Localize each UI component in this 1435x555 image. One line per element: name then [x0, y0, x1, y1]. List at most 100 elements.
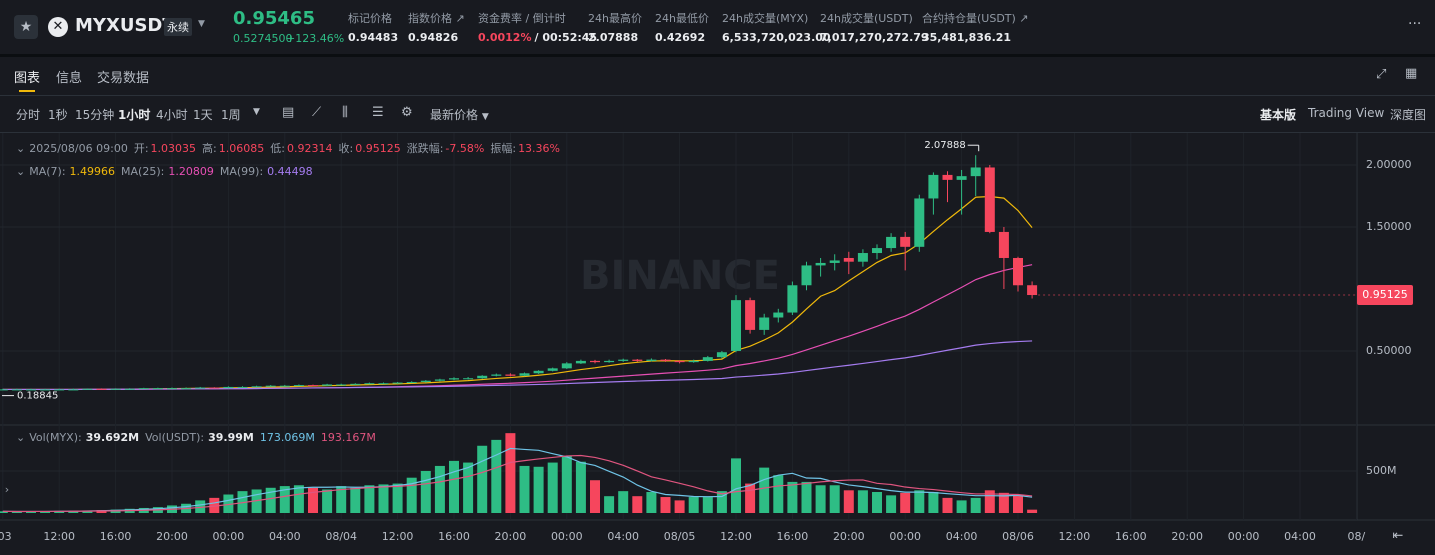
tab-bar: 图表 信息 交易数据 ⤢ ▦	[0, 57, 1435, 96]
vol-value: 39.99M	[208, 431, 254, 444]
stat-number: 0.94826	[408, 31, 459, 44]
candle-body	[279, 385, 290, 387]
stat-label: 24h最低价	[655, 12, 709, 25]
volume-bar	[928, 491, 939, 513]
candle-body	[293, 385, 304, 387]
candle-body	[1027, 285, 1038, 296]
fullscreen-icon[interactable]: ⤢	[1376, 67, 1387, 82]
volume-bar	[787, 481, 798, 513]
view-option[interactable]: 基本版	[1260, 108, 1297, 122]
ohlc-label: 高:	[202, 142, 217, 155]
candle-body	[928, 174, 939, 199]
more-button[interactable]: ···	[1408, 16, 1422, 32]
interval[interactable]: 1天	[193, 108, 213, 122]
volume-bar	[886, 495, 897, 513]
candle-body	[829, 260, 840, 263]
vol-info: ⌄ Vol(MYX): 39.692M Vol(USDT): 39.99M 173.069…	[16, 431, 382, 444]
price-mode[interactable]: 最新价格 ▼	[430, 106, 489, 123]
interval[interactable]: 4小时	[156, 108, 188, 122]
volume-bar	[0, 511, 8, 513]
view-option[interactable]: Trading View	[1308, 106, 1385, 120]
candle-type-icon[interactable]: ⫼	[342, 105, 348, 120]
ohlc-info: ⌄ 2025/08/06 09:00 开: 1.03035 高: 1.06085 低: 0.9…	[16, 140, 566, 156]
candle-body	[716, 352, 727, 358]
volume-bar	[688, 497, 699, 513]
volume-bar	[773, 475, 784, 513]
candle-body	[914, 198, 925, 247]
tab[interactable]: 图表	[14, 71, 41, 86]
view-option[interactable]: 深度图	[1390, 108, 1427, 122]
candle-body	[533, 370, 544, 374]
vol-label: Vol(USDT):	[145, 431, 205, 444]
ohlc-label: 开:	[133, 142, 149, 155]
candle-body	[942, 174, 953, 180]
last-price-label: 0.95125	[1362, 288, 1408, 301]
volume-bar	[914, 490, 925, 513]
caret: ⌄	[16, 165, 26, 178]
y-tick-label: 1.50000	[1366, 220, 1412, 233]
settings-icon[interactable]: ⚙	[401, 105, 413, 120]
indicator-icon[interactable]: ⟋	[312, 105, 322, 120]
stat-number: 2.07888	[588, 31, 639, 44]
symbol-caret[interactable]: ▼	[198, 19, 205, 29]
volume-bar	[702, 497, 713, 513]
stat-number: 7,017,270,272.79	[820, 31, 929, 44]
candle-body	[632, 359, 643, 361]
tab[interactable]: 交易数据	[97, 71, 150, 86]
ohlc-value: 0.92314	[286, 142, 333, 155]
candle-body	[434, 379, 445, 381]
candle-body	[970, 167, 981, 177]
candle-body	[984, 167, 995, 232]
candle-body	[308, 385, 318, 387]
favorite-button[interactable]: ★	[14, 15, 38, 39]
ma-value: 1.20809	[168, 165, 214, 178]
volume-bar	[801, 481, 812, 513]
interval[interactable]: 1秒	[48, 108, 68, 122]
volume-bar	[843, 490, 854, 513]
candle-body	[561, 363, 572, 369]
stat-value: 35,481,836.21	[922, 31, 1011, 44]
stat-label: 指数价格 ↗	[408, 12, 465, 25]
layout-icon[interactable]: ▦	[1405, 66, 1418, 81]
interval-caret[interactable]: ▼	[253, 107, 260, 117]
volume-bar	[590, 480, 600, 513]
x-tick-label: 20:00	[495, 530, 527, 543]
stat-value: 2.07888	[588, 31, 638, 44]
symbol[interactable]: MYXUSDT	[75, 15, 175, 36]
volume-bar	[350, 487, 361, 513]
candle-body	[773, 312, 784, 318]
volume-bar	[491, 439, 502, 513]
volume-bar	[970, 497, 981, 513]
ma-line	[2, 454, 1033, 513]
volume-bar	[195, 500, 206, 513]
volume-bar	[998, 492, 1009, 513]
volume-bar	[449, 460, 459, 513]
ma-label: MA(99):	[219, 165, 264, 178]
stat-value: 0.0012%/ 00:52:45	[478, 31, 597, 44]
ohlc-label: 振幅:	[490, 142, 517, 155]
template-icon[interactable]: ☰	[372, 105, 384, 120]
volume-bar	[392, 483, 403, 513]
volume-bar	[477, 445, 488, 513]
price-mode-label: 最新价格	[430, 108, 479, 122]
candle-body	[152, 388, 163, 390]
candle-body	[646, 359, 657, 361]
interval[interactable]: 分时	[16, 108, 41, 122]
candle-body	[237, 386, 248, 388]
candle-body	[759, 317, 770, 330]
calendar-icon[interactable]: ▤	[282, 105, 295, 120]
interval[interactable]: 1小时	[118, 108, 151, 122]
candle-body	[378, 383, 389, 385]
header: ★ ✕ MYXUSDT 永续 ▼ 0.95465 0.5274500 +123.…	[0, 0, 1435, 54]
stat-label: 资金费率 / 倒计时	[478, 12, 566, 25]
tab[interactable]: 信息	[56, 71, 83, 86]
stat-number: 0.94483	[348, 31, 399, 44]
candle-body	[998, 231, 1009, 258]
x-tick-label: 20:00	[833, 530, 865, 543]
candle-body	[575, 360, 586, 364]
interval[interactable]: 1周	[221, 108, 241, 122]
candle-body	[491, 374, 502, 376]
stat-value: 0.42692	[655, 31, 705, 44]
x-tick-label: 00:00	[213, 530, 245, 543]
interval[interactable]: 15分钟	[75, 108, 115, 122]
